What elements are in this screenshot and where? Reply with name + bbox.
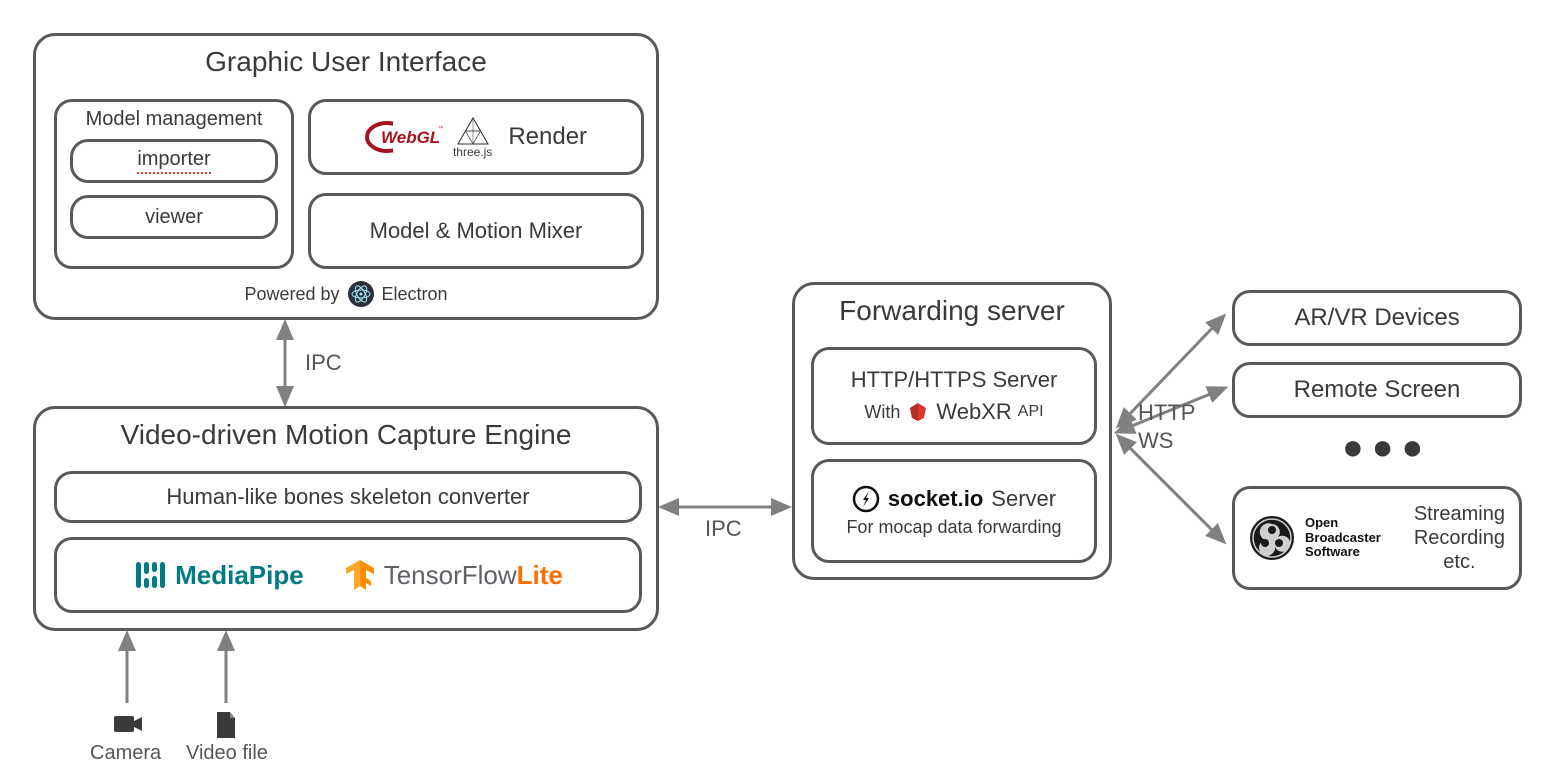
mediapipe-label: MediaPipe <box>175 560 304 591</box>
tf-label-b: Lite <box>517 560 563 590</box>
arvr-label: AR/VR Devices <box>1294 304 1459 332</box>
tensorflow-icon <box>344 558 376 592</box>
http-line2: With WebXR API <box>864 399 1043 425</box>
socket-line2: For mocap data forwarding <box>846 517 1061 538</box>
httpws-line2: WS <box>1138 428 1173 454</box>
importer-box: importer <box>70 139 278 183</box>
engine-title: Video-driven Motion Capture Engine <box>36 409 656 451</box>
socketio-brand: socket.io <box>888 486 983 512</box>
videofile-icon <box>214 710 238 745</box>
powered-by-row: Powered by Electron <box>36 281 656 307</box>
engine-box: Video-driven Motion Capture Engine Human… <box>33 406 659 631</box>
socketio-suffix: Server <box>991 486 1056 512</box>
httpws-line1: HTTP <box>1138 400 1195 426</box>
remote-box: Remote Screen <box>1232 362 1522 418</box>
obs-icon <box>1249 515 1295 561</box>
threejs-icon: three.js <box>453 116 492 158</box>
converter-label: Human-like bones skeleton converter <box>166 484 529 510</box>
videofile-arrow <box>214 631 238 711</box>
viewer-box: viewer <box>70 195 278 239</box>
obs-l1: Open <box>1305 516 1381 531</box>
http-line1: HTTP/HTTPS Server <box>851 367 1058 393</box>
camera-icon <box>112 712 144 743</box>
obs-box: Open Broadcaster Software Streaming Reco… <box>1232 486 1522 590</box>
converter-box: Human-like bones skeleton converter <box>54 471 642 523</box>
videofile-label: Video file <box>186 742 268 765</box>
obs-r1: Streaming <box>1414 502 1505 526</box>
model-mgmt-title: Model management <box>86 108 263 131</box>
webxr-icon <box>906 400 930 424</box>
render-label: Render <box>508 123 587 151</box>
camera-label: Camera <box>90 742 161 765</box>
forwarding-title: Forwarding server <box>795 285 1109 327</box>
ipc2-label: IPC <box>705 516 742 542</box>
obs-l3: Software <box>1305 545 1381 560</box>
threejs-label: three.js <box>453 146 492 158</box>
camera-arrow <box>115 631 139 711</box>
gui-box: Graphic User Interface Model management … <box>33 33 659 320</box>
obs-r2: Recording <box>1414 526 1505 550</box>
gui-title: Graphic User Interface <box>36 36 656 78</box>
tf-label-a: TensorFlow <box>384 560 517 590</box>
remote-label: Remote Screen <box>1294 376 1461 404</box>
ipc1-label: IPC <box>305 350 342 376</box>
webgl-icon: WebGL ™ <box>365 119 443 155</box>
webxr-api: API <box>1018 403 1044 421</box>
mixer-label: Model & Motion Mixer <box>370 218 583 244</box>
webxr-label: WebXR <box>936 399 1011 425</box>
render-box: WebGL ™ three.js Render <box>308 99 644 175</box>
ellipsis-dots: ●●● <box>1342 426 1431 468</box>
svg-text:™: ™ <box>438 125 443 132</box>
socket-box: socket.io Server For mocap data forwardi… <box>811 459 1097 563</box>
http-box: HTTP/HTTPS Server With WebXR API <box>811 347 1097 445</box>
forwarding-box: Forwarding server HTTP/HTTPS Server With… <box>792 282 1112 580</box>
svg-text:WebGL: WebGL <box>381 128 440 147</box>
electron-icon <box>348 281 374 307</box>
socket-line1: socket.io Server <box>852 485 1056 513</box>
tensorflow-logo: TensorFlowLite <box>344 558 563 592</box>
viewer-label: viewer <box>145 206 203 229</box>
importer-label: importer <box>137 148 210 174</box>
ipc-arrow-1 <box>270 320 300 406</box>
http-with: With <box>864 402 900 423</box>
obs-r3: etc. <box>1414 550 1505 574</box>
powered-by-label: Powered by <box>244 284 339 305</box>
obs-text-right: Streaming Recording etc. <box>1414 502 1505 574</box>
obs-l2: Broadcaster <box>1305 531 1381 546</box>
obs-text-left: Open Broadcaster Software <box>1305 516 1381 561</box>
electron-label: Electron <box>382 284 448 305</box>
libs-box: MediaPipe TensorFlowLite <box>54 537 642 613</box>
arvr-box: AR/VR Devices <box>1232 290 1522 346</box>
socketio-icon <box>852 485 880 513</box>
mixer-box: Model & Motion Mixer <box>308 193 644 269</box>
mediapipe-logo: MediaPipe <box>133 558 304 592</box>
mediapipe-icon <box>133 558 167 592</box>
model-mgmt-box: Model management importer viewer <box>54 99 294 269</box>
